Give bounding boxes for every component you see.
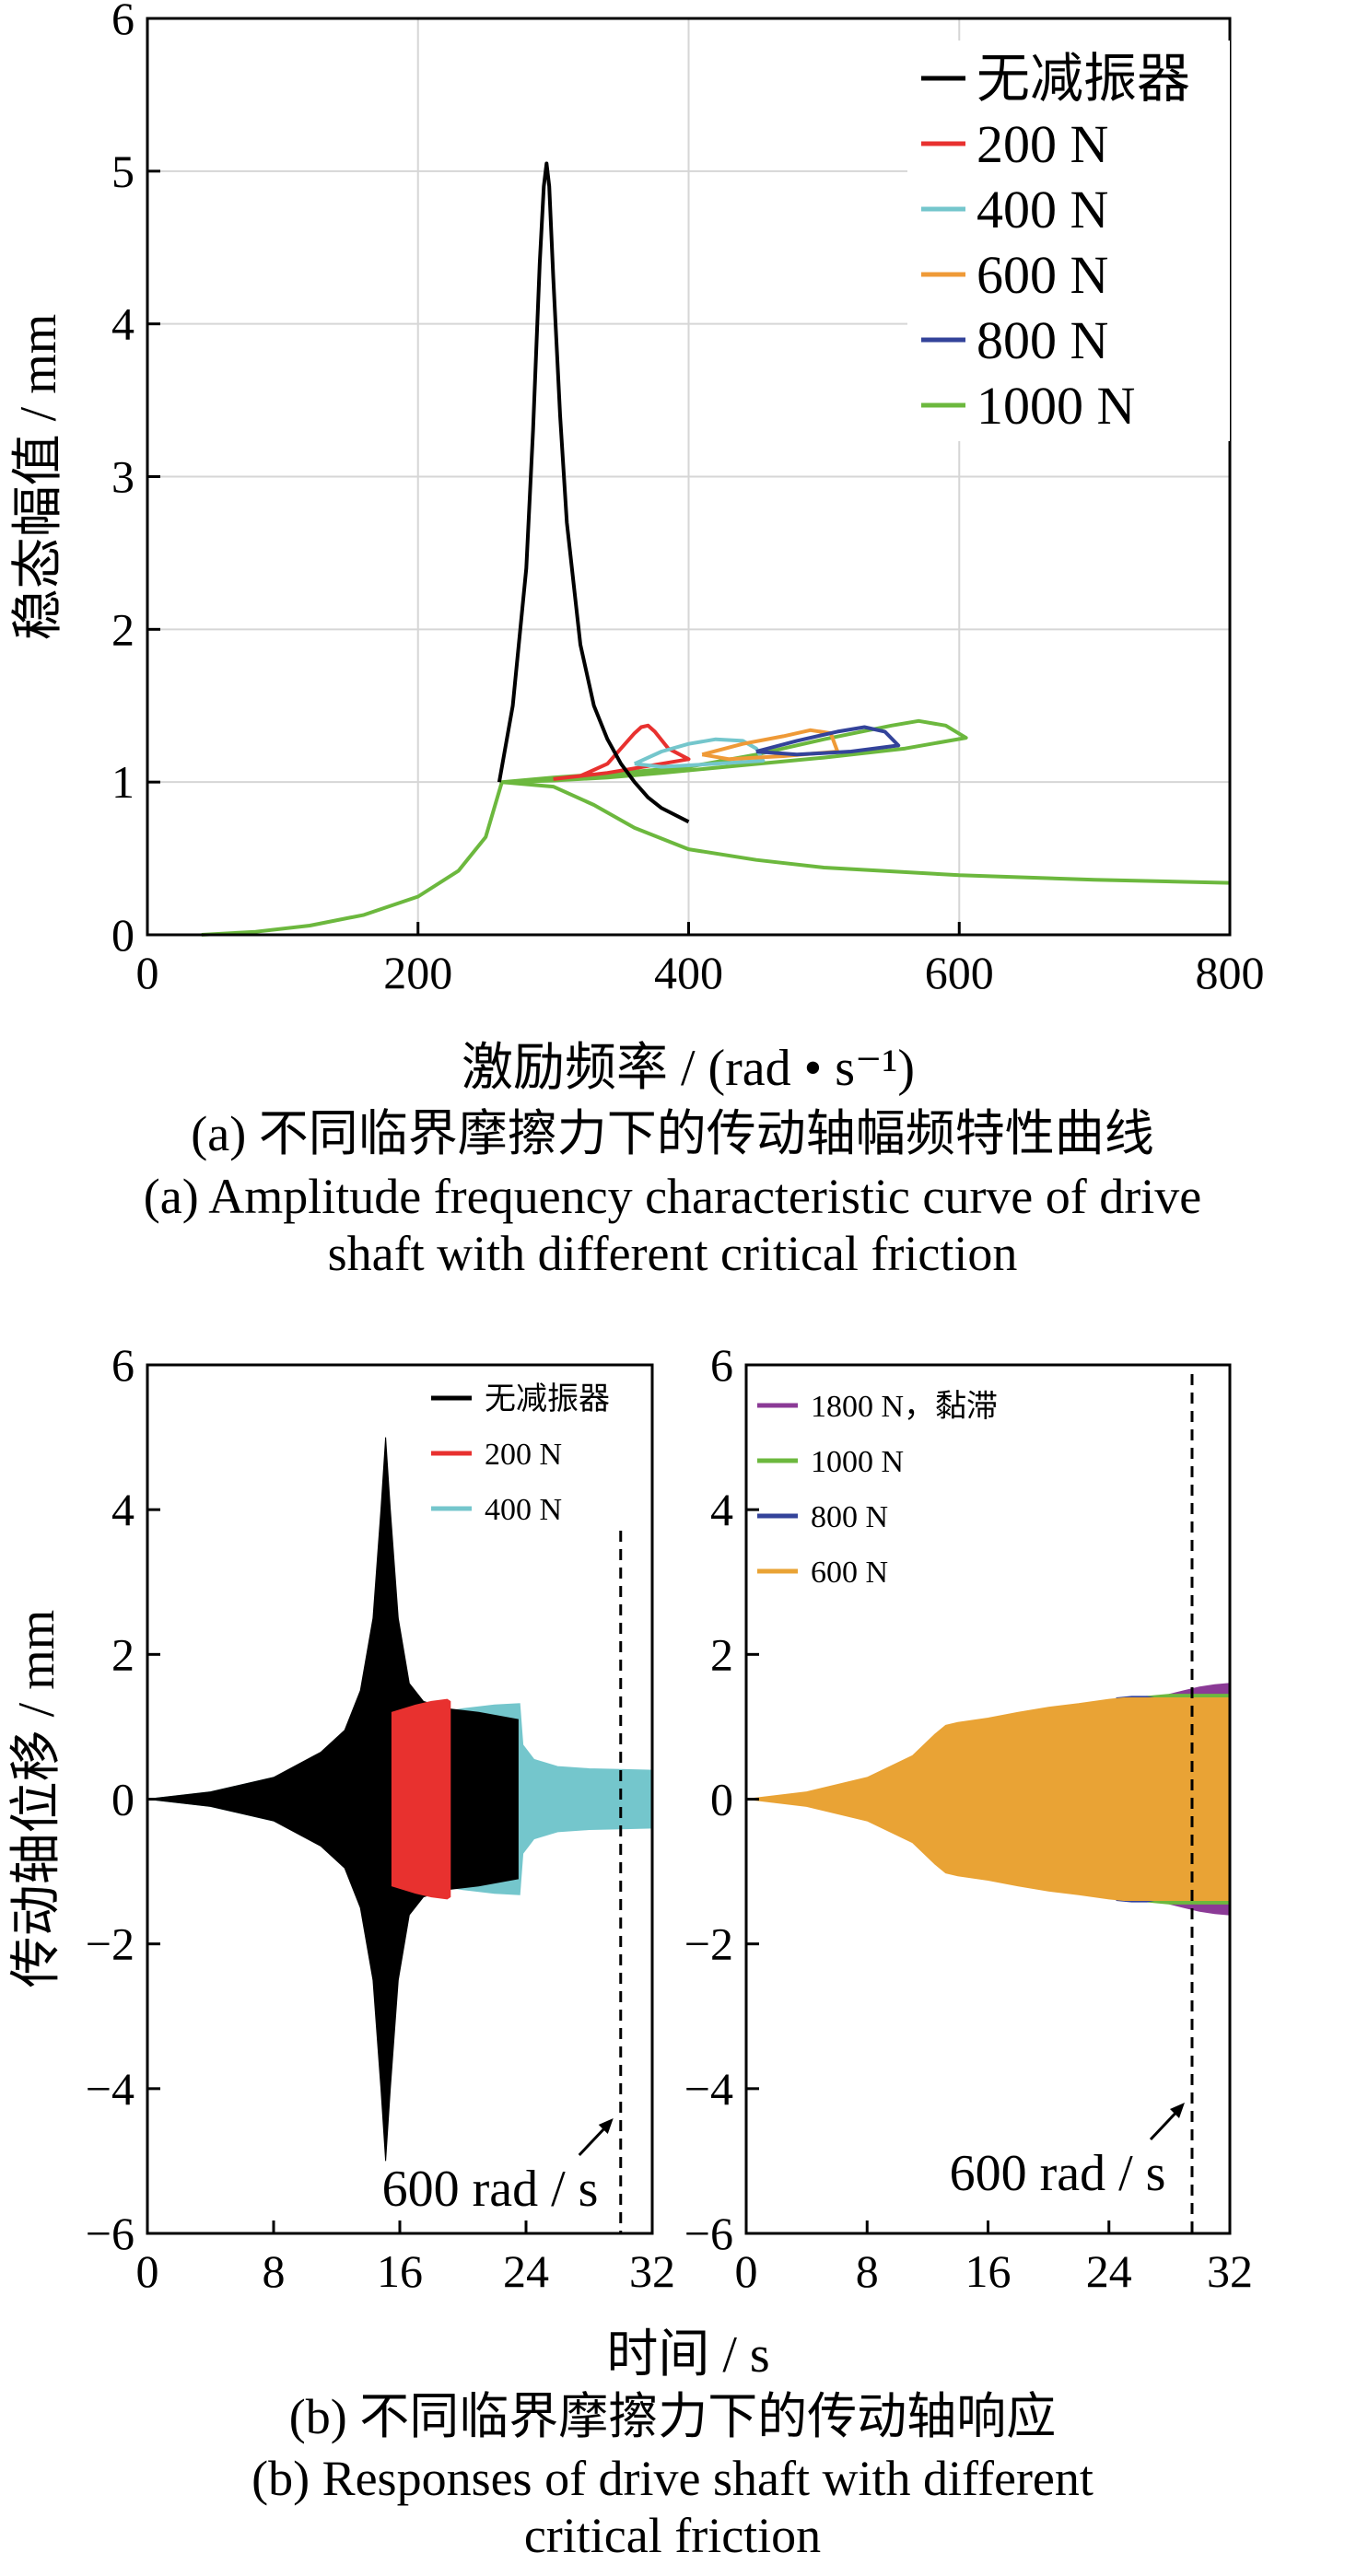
caption-a-english-line2: shaft with different critical friction xyxy=(327,1226,1018,1281)
y-tick-label: −4 xyxy=(86,2063,134,2115)
x-tick-label: 0 xyxy=(136,947,159,998)
y-tick-label: 0 xyxy=(710,1774,733,1825)
x-tick-label: 800 xyxy=(1196,947,1265,998)
panel-b-left-series xyxy=(146,1437,653,2162)
panel-a-x-axis-label: 激励频率 / (rad • s⁻¹) xyxy=(462,1040,915,1097)
y-tick-label: 4 xyxy=(111,298,134,350)
y-tick-label: 6 xyxy=(111,0,134,44)
legend-label: 600 N xyxy=(811,1556,888,1590)
series-line-4 xyxy=(755,725,901,757)
series-envelope-0 xyxy=(146,1437,519,2162)
caption-b-english-line1: (b) Responses of drive shaft with differ… xyxy=(251,2451,1094,2506)
legend-background xyxy=(907,41,1230,441)
x-tick-label: 24 xyxy=(1086,2245,1132,2297)
legend-label: 200 N xyxy=(977,114,1108,174)
legend-label: 600 N xyxy=(977,245,1108,305)
legend-label: 1000 N xyxy=(811,1445,904,1479)
x-tick-label: 200 xyxy=(383,947,452,998)
y-tick-label: 4 xyxy=(710,1484,733,1535)
x-tick-label: 400 xyxy=(654,947,723,998)
panel-b-right-legend: 1800 N，黏滞 1000 N 800 N 600 N xyxy=(757,1390,998,1590)
panel-b-x-axis-label: 时间 / s xyxy=(606,2326,769,2384)
caption-b-chinese: (b) 不同临界摩擦力下的传动轴响应 xyxy=(288,2389,1057,2444)
annotation-arrowhead xyxy=(1169,2103,1185,2118)
caption-b-english-line2: critical friction xyxy=(523,2508,822,2563)
panel-b-left-annotation: 600 rad / s xyxy=(382,1531,623,2233)
annotation-label: 600 rad / s xyxy=(950,2145,1166,2202)
y-tick-label: 3 xyxy=(111,451,134,503)
y-tick-label: −2 xyxy=(684,1918,733,1970)
panel-b-right-annotation: 600 rad / s xyxy=(950,1374,1194,2233)
y-tick-label: 0 xyxy=(111,1774,134,1825)
y-tick-label: 2 xyxy=(710,1628,733,1680)
legend-label: 1000 N xyxy=(977,376,1135,436)
x-tick-label: 32 xyxy=(629,2245,675,2297)
y-tick-label: 2 xyxy=(111,1628,134,1680)
caption-a-english-line1: (a) Amplitude frequency characteristic c… xyxy=(143,1169,1202,1224)
x-tick-label: 8 xyxy=(263,2245,286,2297)
x-tick-label: 32 xyxy=(1207,2245,1253,2297)
annotation-arrowhead xyxy=(598,2118,614,2134)
legend-label: 800 N xyxy=(811,1500,888,1534)
panel-b-left-legend: 无减振器 200 N 400 N xyxy=(431,1381,610,1527)
y-tick-label: 2 xyxy=(111,603,134,655)
legend-label: 400 N xyxy=(977,180,1108,239)
panel-b-y-axis-label: 传动轴位移 / mm xyxy=(8,1610,65,1988)
caption-a-chinese: (a) 不同临界摩擦力下的传动轴幅频特性曲线 xyxy=(191,1106,1154,1161)
y-tick-label: −4 xyxy=(684,2063,733,2115)
series-line-1 xyxy=(553,723,691,781)
y-tick-label: 4 xyxy=(111,1484,134,1535)
x-tick-label: 24 xyxy=(503,2245,549,2297)
legend-label: 800 N xyxy=(977,310,1108,370)
y-tick-label: −6 xyxy=(684,2208,733,2259)
x-tick-label: 0 xyxy=(735,2245,758,2297)
y-tick-label: 6 xyxy=(710,1339,733,1391)
series-line-5 xyxy=(201,718,1231,937)
y-tick-label: 1 xyxy=(111,756,134,808)
x-tick-label: 0 xyxy=(136,2245,159,2297)
series-envelope-1 xyxy=(391,1698,451,1900)
x-tick-label: 16 xyxy=(377,2245,423,2297)
y-tick-label: 6 xyxy=(111,1339,134,1391)
legend-label: 无减振器 xyxy=(977,49,1190,109)
x-tick-label: 600 xyxy=(925,947,994,998)
y-tick-label: 0 xyxy=(111,909,134,961)
legend-label: 无减振器 xyxy=(485,1381,610,1416)
y-tick-label: −2 xyxy=(86,1918,134,1970)
series-envelope-3 xyxy=(745,1697,1231,1901)
x-tick-label: 16 xyxy=(965,2245,1012,2297)
series-line-2 xyxy=(633,737,766,769)
panel-a-ticks: 0 200 400 600 800 0 1 2 3 4 5 6 xyxy=(111,0,1265,998)
panel-a-series xyxy=(201,161,1231,937)
panel-b-right-series xyxy=(745,1683,1231,1916)
y-tick-label: 5 xyxy=(111,146,134,197)
legend-label: 400 N xyxy=(485,1493,562,1527)
y-tick-label: −6 xyxy=(86,2208,134,2259)
legend-label: 1800 N，黏滞 xyxy=(811,1390,998,1424)
panel-a-y-axis-label: 稳态幅值 / mm xyxy=(10,314,67,641)
x-tick-label: 8 xyxy=(856,2245,879,2297)
series-line-0 xyxy=(497,161,690,824)
legend-label: 200 N xyxy=(485,1438,562,1472)
annotation-label: 600 rad / s xyxy=(382,2161,599,2218)
